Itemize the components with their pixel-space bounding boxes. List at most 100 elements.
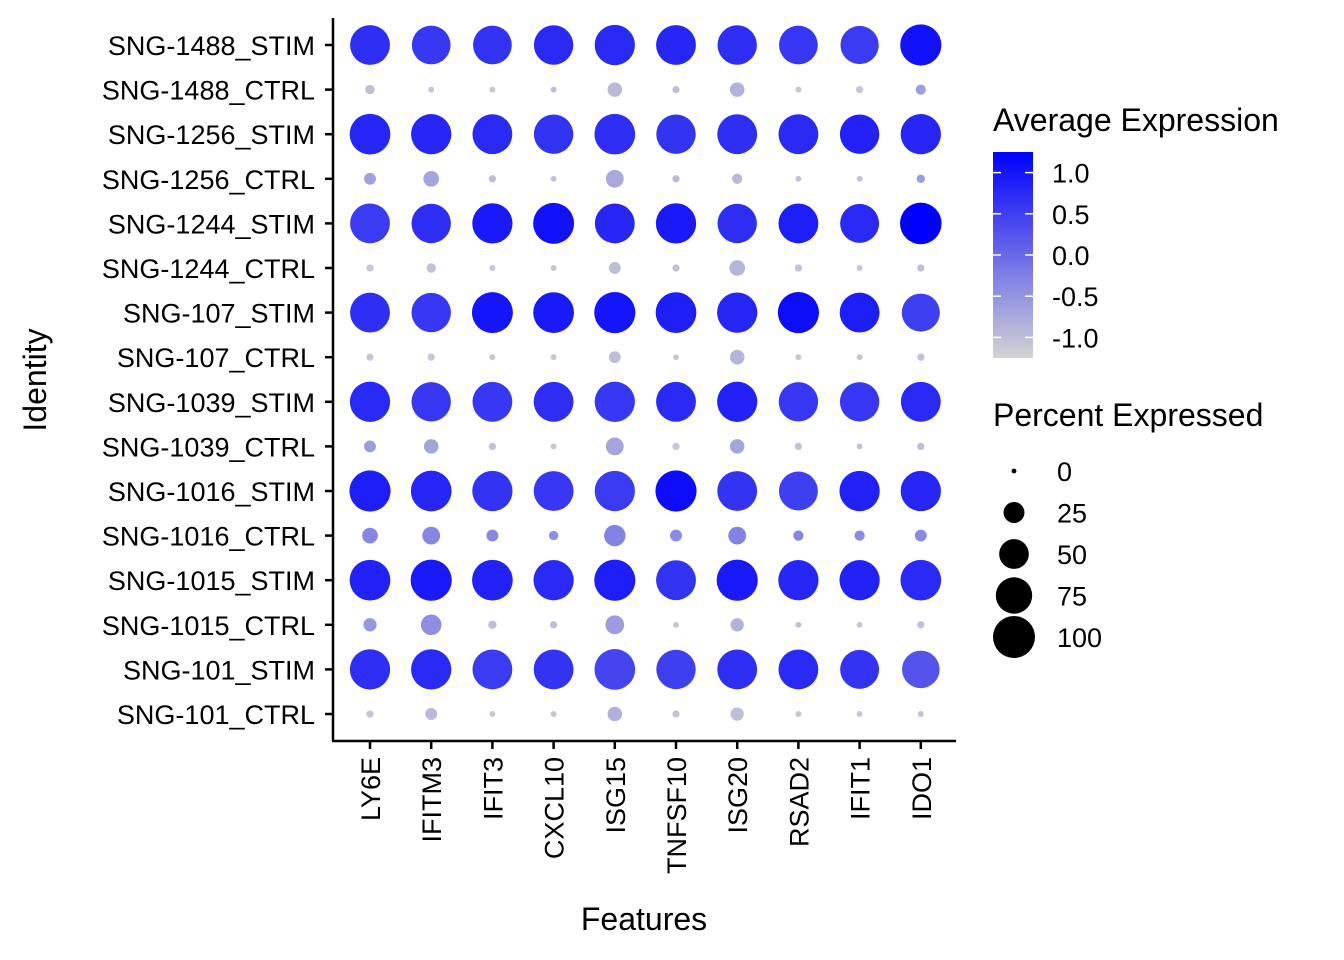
dot-SNG-1488_STIM-IFITM3 bbox=[411, 25, 451, 65]
size-legend-dot bbox=[1011, 468, 1017, 474]
dot-SNG-1016_STIM-IDO1 bbox=[900, 470, 941, 512]
dot-SNG-107_CTRL-IFITM3 bbox=[427, 353, 435, 361]
dot-SNG-1244_CTRL-IFIT3 bbox=[489, 265, 496, 271]
y-tick-label: SNG-107_CTRL bbox=[117, 343, 315, 373]
dot-SNG-1244_CTRL-IDO1 bbox=[917, 264, 925, 272]
legend-average-expression: Average Expression 1.0 0.5 0.0 -0.5 -1.0 bbox=[993, 102, 1279, 358]
size-legend-dot bbox=[995, 577, 1033, 614]
y-tick-label: SNG-1488_CTRL bbox=[102, 76, 315, 106]
color-tick-label: 1.0 bbox=[1052, 159, 1090, 189]
dot-SNG-101_CTRL-TNFSF10 bbox=[672, 710, 680, 718]
dot-SNG-1488_CTRL-LY6E bbox=[365, 84, 375, 95]
dot-SNG-1015_STIM-ISG20 bbox=[716, 559, 758, 601]
dot-SNG-1016_CTRL-LY6E bbox=[362, 527, 378, 544]
dot-SNG-1039_CTRL-LY6E bbox=[364, 440, 376, 453]
dot-SNG-101_STIM-IFITM3 bbox=[411, 649, 452, 690]
dot-SNG-1256_CTRL-IDO1 bbox=[916, 174, 925, 183]
dot-SNG-1016_CTRL-ISG15 bbox=[604, 524, 626, 547]
dot-SNG-1244_CTRL-ISG15 bbox=[608, 262, 621, 274]
dot-SNG-1256_STIM-IFIT1 bbox=[839, 114, 880, 154]
dot-SNG-1488_STIM-LY6E bbox=[350, 25, 390, 65]
dot-SNG-1488_STIM-CXCL10 bbox=[533, 25, 574, 65]
y-tick-label: SNG-1256_STIM bbox=[108, 120, 315, 150]
dot-SNG-1256_CTRL-RSAD2 bbox=[795, 175, 802, 182]
dot-SNG-1039_CTRL-IFIT1 bbox=[856, 443, 863, 450]
dot-SNG-1015_STIM-TNFSF10 bbox=[656, 560, 696, 601]
dot-SNG-101_STIM-LY6E bbox=[349, 649, 391, 690]
color-tick-label: -0.5 bbox=[1052, 282, 1099, 312]
y-tick-label: SNG-1015_STIM bbox=[108, 566, 315, 596]
y-tick-label: SNG-1244_CTRL bbox=[102, 254, 315, 284]
legend-percent-expressed: Percent Expressed 0 25 50 75 100 bbox=[993, 397, 1263, 658]
dot-SNG-1015_CTRL-TNFSF10 bbox=[673, 621, 679, 628]
size-legend-label: 75 bbox=[1057, 582, 1087, 612]
dot-SNG-1016_STIM-LY6E bbox=[349, 470, 391, 512]
size-legend-dot bbox=[1003, 502, 1025, 523]
dot-SNG-1244_CTRL-RSAD2 bbox=[794, 264, 803, 272]
dot-SNG-1039_CTRL-IDO1 bbox=[917, 442, 925, 451]
dot-SNG-107_STIM-IDO1 bbox=[901, 293, 940, 332]
dot-SNG-1015_STIM-ISG15 bbox=[594, 559, 636, 601]
dot-SNG-1015_CTRL-LY6E bbox=[363, 618, 377, 632]
dot-SNG-1015_CTRL-ISG15 bbox=[605, 615, 625, 635]
dot-SNG-1016_STIM-IFIT1 bbox=[839, 470, 880, 512]
y-tick-label: SNG-1256_CTRL bbox=[102, 165, 315, 195]
x-tick-label: IDO1 bbox=[907, 757, 937, 820]
size-legend-label: 50 bbox=[1057, 540, 1087, 570]
dot-SNG-1488_STIM-TNFSF10 bbox=[656, 25, 696, 65]
dot-SNG-107_STIM-RSAD2 bbox=[777, 292, 819, 334]
dot-SNG-101_STIM-TNFSF10 bbox=[656, 649, 696, 690]
size-legend-dot bbox=[999, 539, 1029, 569]
dot-SNG-107_STIM-ISG15 bbox=[594, 292, 636, 334]
dot-SNG-1244_STIM-ISG15 bbox=[594, 203, 635, 244]
dot-SNG-1016_STIM-ISG15 bbox=[594, 470, 635, 512]
dot-SNG-101_STIM-IDO1 bbox=[902, 650, 940, 689]
dot-SNG-107_CTRL-IFIT3 bbox=[489, 354, 496, 361]
dot-SNG-107_STIM-IFITM3 bbox=[411, 292, 451, 333]
dot-SNG-101_CTRL-IDO1 bbox=[917, 711, 924, 717]
dot-SNG-1039_STIM-IFIT3 bbox=[472, 381, 513, 422]
y-tick-label: SNG-1244_STIM bbox=[108, 209, 315, 239]
dot-SNG-1488_CTRL-IFIT3 bbox=[489, 86, 496, 93]
size-legend-items: 0 25 50 75 100 bbox=[993, 457, 1102, 658]
dot-SNG-1039_STIM-IDO1 bbox=[900, 381, 941, 422]
dot-SNG-1244_STIM-LY6E bbox=[350, 203, 390, 244]
dot-SNG-1015_STIM-RSAD2 bbox=[778, 560, 819, 601]
dot-SNG-1244_CTRL-IFIT1 bbox=[856, 265, 863, 271]
dot-SNG-1015_STIM-CXCL10 bbox=[533, 560, 574, 601]
dot-SNG-107_CTRL-CXCL10 bbox=[550, 354, 557, 361]
dot-SNG-1244_CTRL-CXCL10 bbox=[550, 265, 557, 271]
dot-SNG-1039_STIM-RSAD2 bbox=[778, 382, 819, 422]
dot-SNG-107_CTRL-IFIT1 bbox=[856, 354, 863, 361]
y-tick-label: SNG-1039_STIM bbox=[108, 388, 315, 418]
dot-SNG-1015_CTRL-CXCL10 bbox=[549, 621, 558, 629]
y-tick-label: SNG-1015_CTRL bbox=[102, 611, 315, 641]
dot-SNG-1039_STIM-IFIT1 bbox=[839, 382, 880, 422]
dot-SNG-107_CTRL-IDO1 bbox=[917, 353, 925, 361]
dot-SNG-101_CTRL-IFIT1 bbox=[856, 711, 863, 717]
dot-SNG-1244_STIM-TNFSF10 bbox=[655, 203, 697, 244]
dot-SNG-1039_CTRL-CXCL10 bbox=[550, 443, 557, 450]
dot-SNG-1256_STIM-LY6E bbox=[349, 113, 391, 155]
dot-SNG-1256_CTRL-IFITM3 bbox=[423, 170, 440, 187]
dot-SNG-1016_CTRL-CXCL10 bbox=[548, 530, 559, 541]
y-axis-ticks: SNG-1488_STIM SNG-1488_CTRL SNG-1256_STIM S… bbox=[102, 31, 333, 730]
dot-SNG-1016_CTRL-TNFSF10 bbox=[670, 529, 682, 542]
dot-SNG-1039_STIM-TNFSF10 bbox=[656, 381, 696, 422]
dot-SNG-101_CTRL-IFITM3 bbox=[425, 708, 438, 720]
color-tick-label: 0.0 bbox=[1052, 241, 1090, 271]
dot-SNG-101_STIM-ISG20 bbox=[717, 649, 758, 690]
dot-SNG-1256_STIM-IDO1 bbox=[900, 114, 941, 155]
dot-SNG-101_STIM-ISG15 bbox=[594, 649, 636, 690]
dot-SNG-1015_STIM-LY6E bbox=[349, 559, 391, 601]
dot-SNG-1016_CTRL-IFIT3 bbox=[486, 529, 499, 542]
dot-SNG-1015_CTRL-IFIT1 bbox=[856, 621, 863, 628]
size-legend-label: 0 bbox=[1057, 457, 1072, 487]
dot-SNG-1016_CTRL-IFIT1 bbox=[854, 530, 865, 541]
dot-SNG-1015_CTRL-IFITM3 bbox=[420, 614, 442, 636]
dot-SNG-1015_CTRL-IDO1 bbox=[917, 621, 925, 629]
dot-SNG-107_CTRL-RSAD2 bbox=[795, 354, 802, 361]
x-tick-label: IFIT1 bbox=[846, 757, 876, 820]
dot-SNG-1016_STIM-CXCL10 bbox=[533, 471, 574, 511]
